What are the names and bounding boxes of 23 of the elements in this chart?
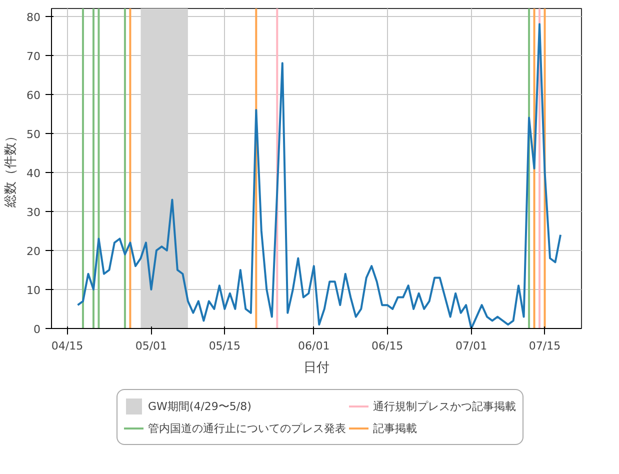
y-tick-label: 40 [26,166,41,180]
y-tick-label: 70 [26,50,41,63]
x-tick-label: 05/01 [135,340,168,352]
x-axis-title: 日付 [304,360,330,376]
y-tick-label: 30 [26,206,41,219]
x-tick-label: 07/15 [528,340,561,352]
y-tick-label: 10 [26,284,41,297]
x-tick-label: 04/15 [51,340,84,352]
legend-label: GW期間(4/29〜5/8) [148,398,252,414]
y-tick-label: 20 [26,244,41,258]
legend-label: 通行規制プレスかつ記事掲載 [373,398,516,414]
x-tick-label: 07/01 [455,340,488,352]
y-tick-label: 50 [26,128,41,141]
x-tick-label: 06/15 [371,340,404,352]
y-tick-label: 0 [34,323,40,336]
x-tick-label: 06/01 [298,340,330,352]
y-axis-title: 総数（件数） [4,130,19,208]
line-series [76,23,562,328]
y-tick-label: 80 [26,10,41,24]
legend-label: 管内国道の通行止についてのプレス発表 [148,420,346,436]
x-tick-label: 05/15 [208,340,241,352]
y-tick-label: 60 [26,88,41,102]
legend-label: 記事掲載 [373,420,417,436]
